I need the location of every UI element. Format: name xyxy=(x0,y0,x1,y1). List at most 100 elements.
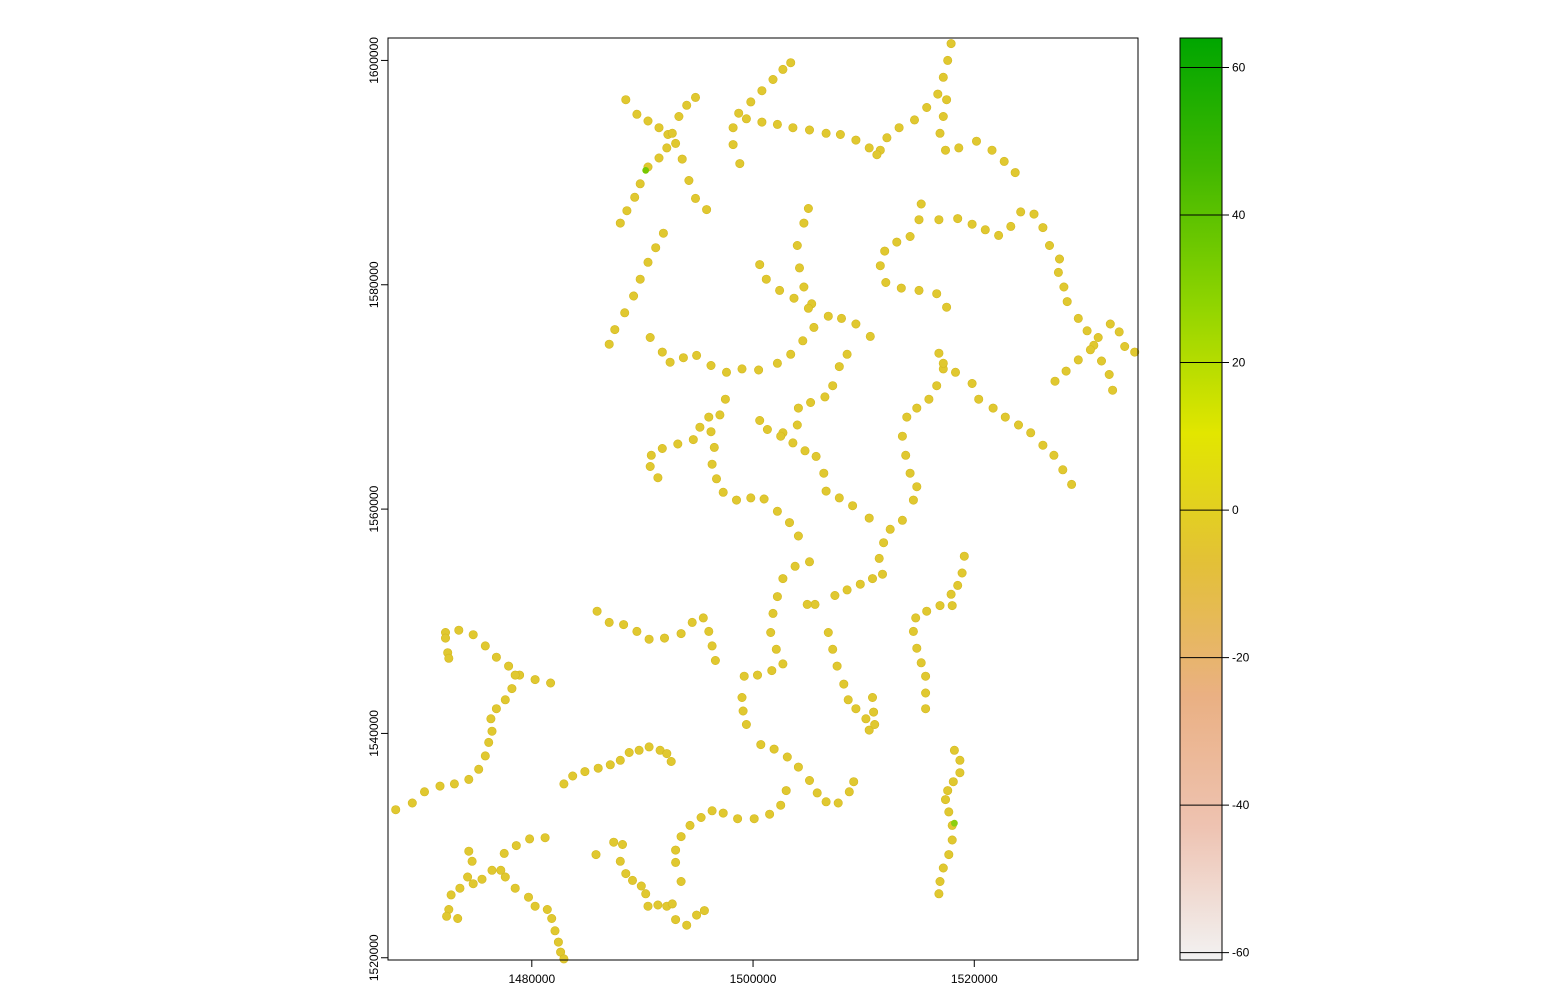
data-point xyxy=(894,123,904,133)
data-point xyxy=(657,347,667,357)
data-point xyxy=(934,215,944,225)
data-point xyxy=(477,874,487,884)
stream-series xyxy=(739,557,814,681)
data-point xyxy=(811,451,821,461)
data-point xyxy=(615,218,625,228)
data-point xyxy=(704,412,714,422)
data-point xyxy=(674,112,684,122)
stream-series xyxy=(1050,319,1140,386)
data-point xyxy=(935,601,945,611)
data-point xyxy=(935,128,945,138)
data-point xyxy=(721,367,731,377)
stream-series xyxy=(645,394,730,483)
data-point xyxy=(720,394,730,404)
data-point xyxy=(944,850,954,860)
data-point xyxy=(619,620,629,630)
data-point xyxy=(823,627,833,637)
data-point xyxy=(912,482,922,492)
data-point xyxy=(737,692,747,702)
data-point xyxy=(877,569,887,579)
data-point xyxy=(946,589,956,599)
data-point xyxy=(908,626,918,636)
data-point xyxy=(1130,347,1140,357)
y-tick-label: 1520000 xyxy=(367,934,381,981)
data-point xyxy=(711,474,721,484)
data-point xyxy=(776,800,786,810)
data-point xyxy=(455,883,465,893)
data-point xyxy=(632,109,642,119)
data-point xyxy=(803,204,813,214)
data-point xyxy=(867,692,877,702)
data-point xyxy=(673,439,683,449)
stream-series xyxy=(897,348,948,505)
data-point xyxy=(467,856,477,866)
stream-series xyxy=(391,670,520,815)
data-point xyxy=(695,422,705,432)
data-point xyxy=(792,420,802,430)
data-point xyxy=(507,684,517,694)
data-point xyxy=(909,115,919,125)
data-point xyxy=(864,725,874,735)
data-point xyxy=(659,633,669,643)
data-point xyxy=(662,749,672,759)
data-point xyxy=(687,617,697,627)
data-point xyxy=(914,215,924,225)
data-point xyxy=(468,630,478,640)
stream-series xyxy=(604,228,668,349)
data-point xyxy=(592,606,602,616)
data-point xyxy=(932,289,942,299)
data-point xyxy=(836,313,846,323)
data-point xyxy=(980,225,990,235)
data-point xyxy=(646,450,656,460)
data-point xyxy=(629,291,639,301)
data-point xyxy=(510,883,520,893)
data-point xyxy=(1013,420,1023,430)
data-point xyxy=(781,786,791,796)
data-point xyxy=(943,786,953,796)
stream-series xyxy=(737,692,859,808)
data-point xyxy=(778,659,788,669)
data-point xyxy=(706,427,716,437)
colorbar-tick-label: 0 xyxy=(1232,503,1239,517)
data-point xyxy=(922,606,932,616)
data-point xyxy=(446,890,456,900)
data-point xyxy=(442,911,452,921)
data-point xyxy=(916,658,926,668)
data-point xyxy=(765,809,775,819)
data-point xyxy=(776,431,786,441)
data-point xyxy=(559,954,569,964)
data-point xyxy=(635,179,645,189)
data-point xyxy=(671,915,681,925)
stream-series xyxy=(706,427,803,541)
data-point xyxy=(942,302,952,312)
data-point xyxy=(653,900,663,910)
data-point xyxy=(784,518,794,528)
data-point xyxy=(1000,412,1010,422)
data-point xyxy=(934,348,944,358)
stream-series xyxy=(559,742,676,789)
stream-series xyxy=(592,606,720,665)
data-point xyxy=(885,524,895,534)
data-point xyxy=(658,228,668,238)
data-point xyxy=(624,747,634,757)
data-point xyxy=(464,774,474,784)
points-layer xyxy=(391,39,1140,964)
data-point xyxy=(504,661,514,671)
data-point xyxy=(651,243,661,253)
data-point xyxy=(453,913,463,923)
data-point xyxy=(922,103,932,113)
data-point xyxy=(820,392,830,402)
data-point xyxy=(676,832,686,842)
data-point xyxy=(954,143,964,153)
data-point xyxy=(949,745,959,755)
data-point xyxy=(468,879,478,889)
stream-series xyxy=(875,103,932,155)
data-point xyxy=(666,756,676,766)
data-point xyxy=(733,814,743,824)
data-point xyxy=(1097,356,1107,366)
data-point xyxy=(464,846,474,856)
data-point xyxy=(938,72,948,82)
data-point xyxy=(974,394,984,404)
data-point xyxy=(987,145,997,155)
data-point xyxy=(1093,332,1103,342)
